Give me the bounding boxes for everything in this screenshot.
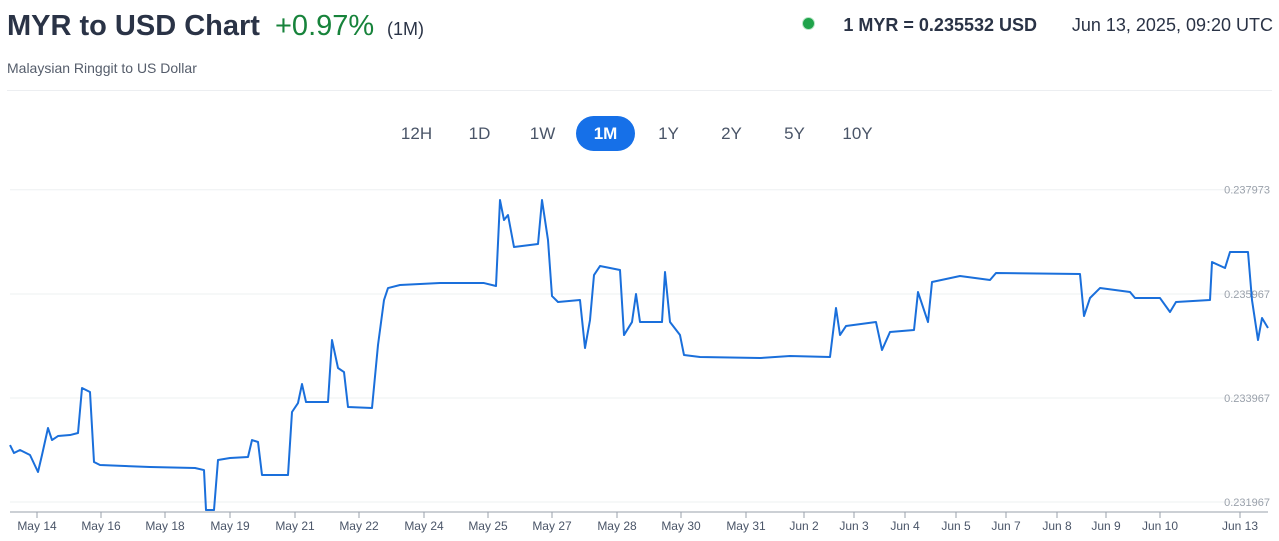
x-tick-label: May 30: [661, 519, 701, 533]
x-tick-label: May 25: [468, 519, 508, 533]
live-dot: [802, 17, 815, 30]
y-tick-label: 0.237973: [1224, 185, 1270, 197]
range-button[interactable]: 1D: [468, 124, 491, 143]
range-button[interactable]: 12H: [400, 124, 433, 143]
divider: [7, 90, 1272, 91]
range-button[interactable]: 1M: [576, 116, 635, 151]
y-tick-label: 0.235967: [1224, 289, 1270, 301]
range-selector: 12H 1D 1W 1M 1Y 2Y 5Y 10Y: [387, 116, 887, 151]
price-line: [9, 199, 1269, 512]
title: MYR to USD Chart: [7, 10, 260, 42]
range-button[interactable]: 1Y: [658, 124, 679, 143]
range-button[interactable]: 1W: [529, 124, 556, 143]
x-tick-label: Jun 9: [1091, 519, 1121, 533]
x-tick-label: May 16: [81, 519, 121, 533]
range-button[interactable]: 5Y: [784, 124, 805, 143]
x-tick-label: Jun 5: [941, 519, 971, 533]
subtitle: Malaysian Ringgit to US Dollar: [7, 60, 197, 76]
x-tick-label: May 28: [597, 519, 637, 533]
x-tick-label: Jun 4: [890, 519, 920, 533]
x-tick-label: May 31: [726, 519, 766, 533]
timestamp: Jun 13, 2025, 09:20 UTC: [1071, 15, 1273, 35]
x-tick-label: May 21: [275, 519, 315, 533]
x-tick-label: May 22: [339, 519, 379, 533]
x-tick-label: Jun 2: [789, 519, 819, 533]
y-tick-label: 0.233967: [1224, 393, 1270, 405]
y-tick-label: 0.231967: [1224, 497, 1270, 509]
x-tick-label: Jun 10: [1142, 519, 1178, 533]
x-tick-label: May 24: [404, 519, 444, 533]
x-tick-label: Jun 7: [991, 519, 1021, 533]
x-tick-label: May 19: [210, 519, 250, 533]
x-tick-label: May 14: [17, 519, 57, 533]
range-button[interactable]: 2Y: [721, 124, 742, 143]
x-tick-label: Jun 3: [839, 519, 869, 533]
change: +0.97%: [275, 10, 375, 42]
rate: 1 MYR = 0.235532 USD: [843, 15, 1037, 35]
x-tick-label: May 18: [145, 519, 185, 533]
x-tick-label: Jun 8: [1042, 519, 1072, 533]
x-tick-label: Jun 13: [1222, 519, 1258, 533]
period: (1M): [387, 19, 424, 39]
x-tick-label: May 27: [532, 519, 572, 533]
range-button[interactable]: 10Y: [842, 124, 873, 143]
